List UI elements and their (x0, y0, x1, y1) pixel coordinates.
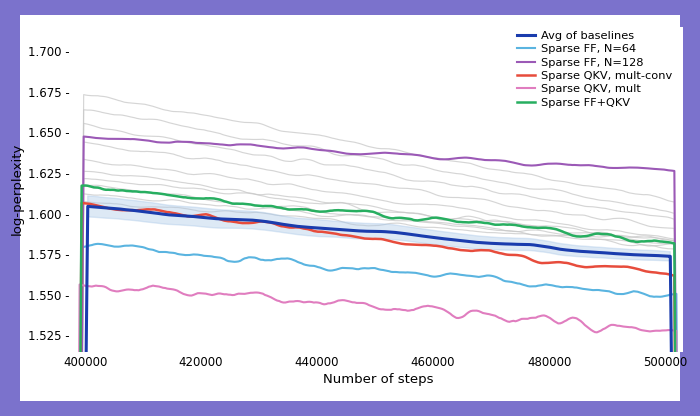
Sparse QKV, mult-conv (432, 243, 440, 248)
Line: Sparse QKV, mult: Sparse QKV, mult (74, 285, 682, 416)
Avg of baselines (444, 237, 452, 242)
Sparse FF, N=64 (434, 274, 442, 279)
Sparse QKV, mult (623, 324, 631, 329)
Avg of baselines (432, 235, 440, 240)
Sparse FF, N=64 (94, 241, 102, 246)
Sparse QKV, mult (434, 305, 442, 310)
Sparse QKV, mult-conv (434, 244, 442, 249)
Sparse FF+QKV (584, 233, 593, 238)
Avg of baselines (584, 249, 593, 254)
Sparse QKV, mult (76, 282, 84, 287)
Sparse FF+QKV (444, 217, 452, 222)
Line: Sparse FF, N=128: Sparse FF, N=128 (74, 136, 682, 416)
Sparse FF, N=64 (623, 291, 631, 296)
Sparse QKV, mult-conv (623, 264, 631, 269)
Avg of baselines (83, 204, 92, 209)
Sparse FF, N=64 (432, 274, 440, 279)
Sparse FF, N=128 (434, 156, 442, 161)
Sparse QKV, mult-conv (444, 245, 452, 250)
Sparse QKV, mult (444, 310, 452, 315)
Avg of baselines (623, 252, 631, 257)
Line: Sparse FF, N=64: Sparse FF, N=64 (74, 244, 682, 416)
Sparse FF, N=128 (432, 156, 440, 161)
Sparse QKV, mult-conv (78, 201, 86, 206)
Sparse FF, N=128 (584, 163, 593, 168)
Sparse QKV, mult (432, 305, 440, 310)
Line: Sparse FF+QKV: Sparse FF+QKV (74, 186, 682, 416)
Avg of baselines (434, 235, 442, 240)
Legend: Avg of baselines, Sparse FF, N=64, Sparse FF, N=128, Sparse QKV, mult-conv, Spar: Avg of baselines, Sparse FF, N=64, Spars… (512, 26, 677, 112)
Sparse FF+QKV (434, 215, 442, 220)
Sparse FF+QKV (432, 215, 440, 220)
Sparse FF, N=128 (80, 134, 88, 139)
Sparse FF, N=128 (444, 157, 452, 162)
Sparse FF, N=64 (584, 287, 593, 292)
Sparse QKV, mult-conv (584, 265, 593, 270)
Y-axis label: log-perplexity: log-perplexity (10, 143, 23, 235)
Sparse FF, N=128 (623, 165, 631, 170)
Line: Avg of baselines: Avg of baselines (74, 206, 682, 416)
Sparse FF, N=64 (444, 271, 452, 276)
X-axis label: Number of steps: Number of steps (323, 373, 433, 386)
Sparse FF+QKV (623, 238, 631, 243)
Sparse FF+QKV (81, 183, 90, 188)
Sparse QKV, mult (584, 326, 593, 331)
Line: Sparse QKV, mult-conv: Sparse QKV, mult-conv (74, 203, 682, 416)
